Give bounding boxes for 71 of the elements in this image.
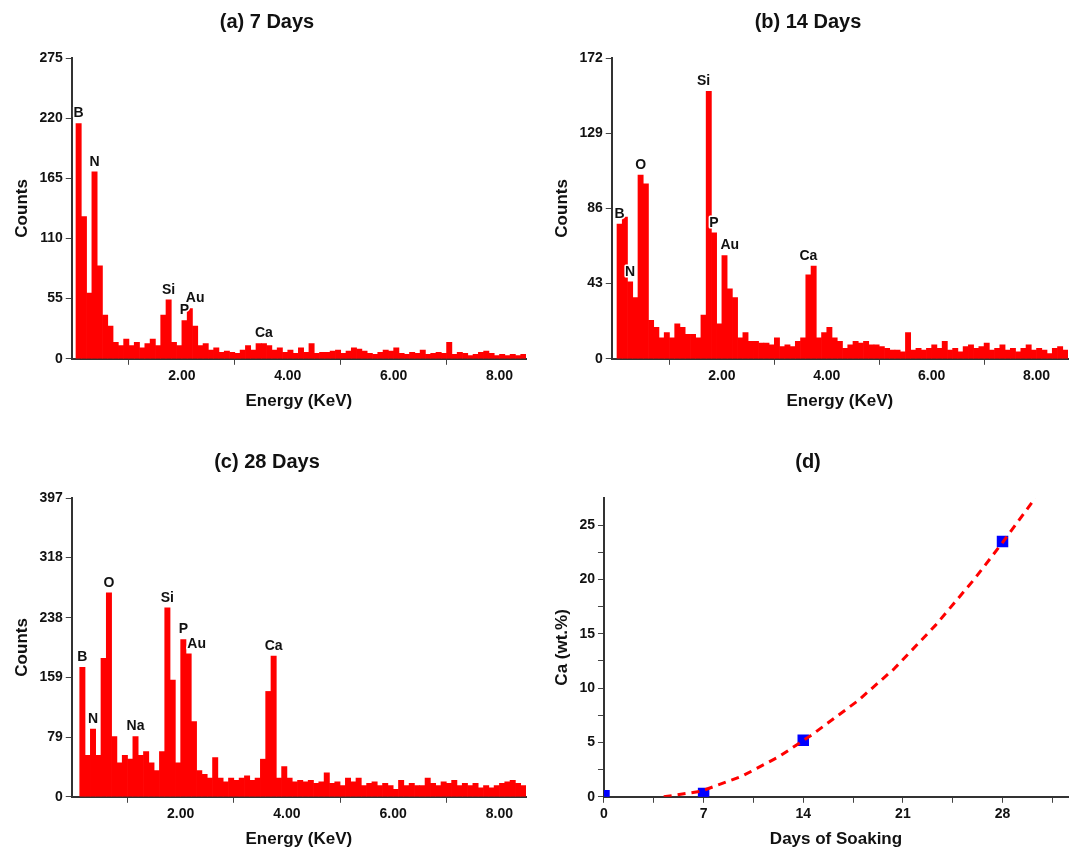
x-axis-title: Days of Soaking bbox=[769, 829, 903, 849]
x-tick-label: 2.00 bbox=[708, 367, 736, 384]
annotation: N bbox=[89, 152, 100, 169]
y-tick-label: 129 bbox=[579, 124, 603, 141]
y-axis-title: Counts bbox=[551, 179, 571, 238]
x-tick-label: 6.00 bbox=[380, 367, 408, 384]
x-axis-title: Energy (KeV) bbox=[245, 391, 353, 411]
y-tick-label: 220 bbox=[39, 109, 63, 126]
annotation: Si bbox=[160, 588, 175, 605]
x-tick-label: 8.00 bbox=[1022, 367, 1051, 384]
y-tick-label: 79 bbox=[47, 728, 63, 745]
chart-title: (d) bbox=[795, 449, 821, 472]
y-tick-label: 0 bbox=[54, 787, 63, 804]
x-axis-title: Energy (KeV) bbox=[245, 829, 353, 849]
bar bbox=[941, 340, 948, 359]
x-tick-label: 7 bbox=[699, 805, 708, 822]
x-tick-label: 8.00 bbox=[485, 367, 514, 384]
y-tick-label: 172 bbox=[579, 48, 603, 65]
y-tick-label: 10 bbox=[579, 679, 596, 695]
annotation: Au bbox=[720, 236, 740, 253]
annotation: Si bbox=[162, 280, 176, 297]
y-tick-label: 159 bbox=[39, 667, 63, 684]
y-tick-label: 318 bbox=[39, 548, 63, 565]
bar bbox=[79, 667, 86, 797]
x-tick-label: 2.00 bbox=[168, 367, 196, 384]
chart-title: (c) 28 Days bbox=[214, 449, 320, 472]
annotation: Ca bbox=[264, 636, 283, 653]
y-tick-label: 165 bbox=[39, 169, 63, 186]
x-tick-label: 8.00 bbox=[485, 805, 514, 822]
annotation: B bbox=[77, 648, 88, 665]
chart-title: (a) 7 Days bbox=[219, 9, 315, 32]
annotation: N bbox=[87, 709, 99, 726]
annotation: Na bbox=[126, 717, 145, 734]
x-tick-label: 4.00 bbox=[273, 805, 301, 822]
annotation: Au bbox=[187, 634, 206, 651]
y-axis-title: Counts bbox=[11, 179, 31, 238]
y-tick-label: 55 bbox=[47, 289, 63, 306]
y-tick-label: 238 bbox=[39, 608, 63, 625]
annotation: O bbox=[103, 573, 115, 590]
y-axis-title: Counts bbox=[11, 618, 31, 677]
x-tick-label: 2.00 bbox=[167, 805, 195, 822]
annotation: Ca bbox=[254, 324, 274, 341]
annotation: P bbox=[178, 620, 188, 637]
x-axis-title: Energy (KeV) bbox=[786, 391, 894, 411]
chart-title: (b) 14 Days bbox=[754, 9, 862, 32]
y-tick-label: 110 bbox=[40, 229, 63, 246]
annotation: Ca bbox=[799, 246, 818, 263]
y-tick-label: 5 bbox=[587, 733, 596, 750]
y-tick-label: 25 bbox=[579, 516, 596, 533]
x-tick-label: 4.00 bbox=[274, 367, 302, 384]
y-tick-label: 397 bbox=[39, 488, 63, 505]
x-tick-label: 28 bbox=[994, 805, 1011, 822]
annotation: O bbox=[635, 156, 647, 173]
x-tick-label: 21 bbox=[895, 805, 911, 822]
y-tick-label: 86 bbox=[587, 199, 603, 216]
y-tick-label: 275 bbox=[39, 48, 63, 65]
x-tick-label: 6.00 bbox=[379, 805, 408, 822]
annotation: B bbox=[73, 104, 84, 121]
y-tick-label: 0 bbox=[54, 349, 63, 366]
annotation: Si bbox=[696, 72, 711, 89]
y-tick-label: 15 bbox=[579, 624, 596, 641]
x-tick-label: 4.00 bbox=[813, 367, 841, 384]
y-axis-title: Ca (wt.%) bbox=[551, 609, 571, 686]
y-tick-label: 0 bbox=[594, 349, 603, 366]
annotation: P bbox=[179, 301, 190, 318]
x-tick-label: 14 bbox=[795, 805, 812, 822]
y-tick-label: 20 bbox=[579, 570, 596, 587]
y-tick-label: 0 bbox=[587, 787, 596, 804]
y-tick-label: 43 bbox=[587, 274, 603, 291]
annotation: B bbox=[614, 205, 625, 221]
x-tick-label: 6.00 bbox=[918, 367, 946, 384]
